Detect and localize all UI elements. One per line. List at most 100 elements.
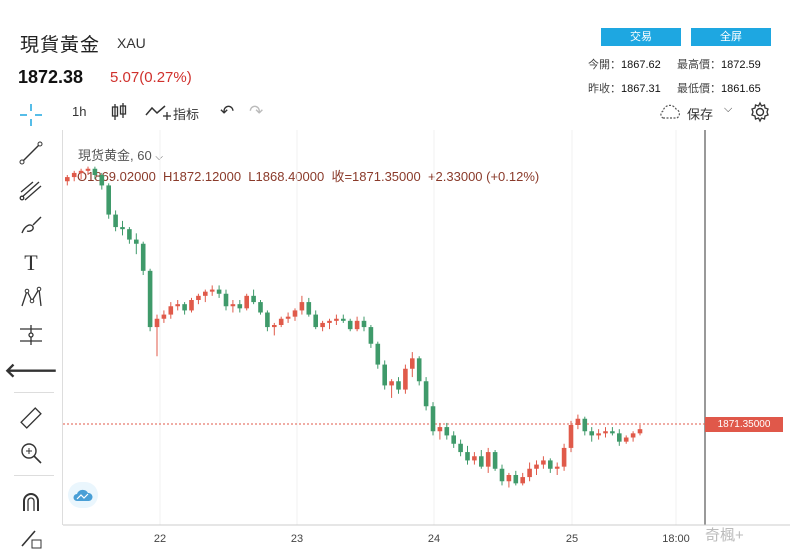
candle-up — [403, 368, 408, 390]
candle-up — [596, 433, 601, 436]
candle-up — [554, 466, 560, 469]
zoom-in-icon[interactable] — [18, 440, 44, 466]
trend-line-icon[interactable] — [18, 140, 44, 166]
candle-up — [637, 429, 643, 434]
candle-down — [430, 406, 436, 432]
candle-down — [513, 475, 519, 484]
candle-up — [189, 300, 194, 311]
candle-up — [334, 318, 339, 321]
watermark: 奇楓+ — [705, 527, 744, 544]
instrument-title: 現貨黃金 — [20, 35, 101, 56]
candle-down — [92, 168, 98, 175]
candle-down — [382, 364, 387, 386]
stat-prev-close-label: 昨收： — [588, 83, 621, 95]
crosshair-icon[interactable] — [18, 102, 44, 131]
candle-up — [292, 310, 298, 317]
candle-up — [161, 314, 167, 319]
candle-down — [341, 318, 346, 321]
fullscreen-button[interactable]: 全屏 — [691, 28, 771, 46]
x-tick-label: 24 — [427, 533, 441, 545]
last-price-tag: 1871.35000 — [705, 417, 783, 432]
candle-down — [416, 358, 422, 382]
candle-up — [320, 322, 325, 328]
indicators-icon[interactable] — [145, 103, 173, 124]
candle-down — [589, 431, 594, 436]
series-title[interactable]: 現货黄金, 60 ⌵ — [78, 145, 163, 164]
candle-down — [182, 304, 187, 311]
gear-icon[interactable] — [749, 101, 771, 126]
candle-down — [313, 314, 318, 328]
candle-up — [541, 460, 546, 465]
candle-up — [175, 304, 180, 307]
lock-drawing-icon[interactable] — [18, 525, 44, 551]
candle-down — [548, 460, 553, 469]
candle-up — [506, 475, 512, 482]
candle-down — [251, 295, 256, 303]
candle-down — [465, 452, 470, 461]
interval-selector[interactable]: 1h — [72, 104, 87, 119]
x-tick-label: 22 — [153, 533, 167, 545]
candle-down — [106, 185, 111, 215]
candle-up — [520, 477, 525, 484]
candle-up — [354, 320, 360, 330]
save-button[interactable]: 保存 — [687, 107, 714, 122]
candle-down — [99, 175, 105, 186]
candle-down — [423, 381, 429, 407]
brush-icon[interactable] — [18, 212, 44, 238]
candle-down — [375, 343, 381, 365]
candle-down — [147, 270, 153, 328]
candle-type-icon[interactable] — [110, 102, 128, 125]
candle-up — [472, 456, 477, 461]
candle-up — [575, 418, 581, 425]
series-title-text: 現货黄金, 60 — [78, 148, 152, 163]
pattern-icon[interactable] — [18, 285, 44, 311]
candle-up — [561, 447, 567, 467]
candle-up — [568, 425, 574, 448]
chevron-down-icon[interactable]: ⌵ — [724, 103, 733, 115]
instrument-symbol: XAU — [117, 35, 146, 51]
text-tool-icon[interactable]: T — [24, 250, 38, 275]
stat-high: 最高價：1872.59 — [677, 56, 761, 72]
measure-icon[interactable] — [18, 322, 44, 348]
stat-high-label: 最高價： — [677, 59, 721, 71]
candle-down — [265, 312, 270, 328]
stat-low-value: 1861.65 — [721, 83, 761, 95]
candle-down — [361, 320, 367, 328]
candle-up — [437, 427, 443, 432]
stat-prev-close-value: 1867.31 — [621, 83, 661, 95]
stat-prev-close: 昨收：1867.31 — [588, 80, 661, 96]
magnet-icon[interactable] — [18, 490, 44, 516]
candle-up — [230, 304, 236, 307]
candle-up — [527, 468, 532, 478]
candle-up — [71, 172, 77, 178]
candle-up — [196, 295, 201, 300]
candle-up — [154, 318, 160, 328]
cloud-logo-icon — [68, 482, 98, 508]
candle-up — [603, 431, 608, 434]
candle-up — [534, 464, 539, 469]
candle-up — [623, 437, 629, 442]
stat-low-label: 最低價： — [677, 83, 721, 95]
candle-down — [223, 293, 229, 307]
x-tick-label: 25 — [565, 533, 579, 545]
ruler-icon[interactable] — [18, 405, 44, 431]
trade-button[interactable]: 交易 — [601, 28, 681, 46]
stat-high-value: 1872.59 — [721, 59, 761, 71]
candle-down — [113, 214, 118, 228]
candle-down — [306, 302, 312, 315]
fork-tool-icon[interactable] — [18, 177, 44, 203]
redo-icon[interactable]: ↷ — [249, 102, 264, 121]
candle-up — [244, 295, 249, 309]
indicators-button[interactable]: 指标 — [173, 107, 200, 122]
candle-up — [78, 170, 84, 173]
undo-icon[interactable]: ↶ — [220, 102, 235, 121]
candle-down — [347, 320, 353, 330]
candle-down — [499, 468, 505, 482]
candle-up — [389, 381, 394, 386]
cloud-icon[interactable] — [657, 104, 683, 123]
sidebar-divider — [14, 475, 54, 476]
candle-up — [285, 316, 291, 319]
candle-down — [120, 227, 125, 230]
candle-down — [140, 243, 146, 271]
